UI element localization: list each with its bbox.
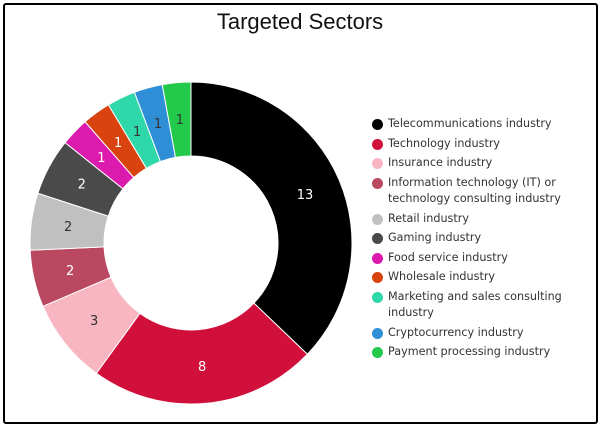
legend-swatch <box>372 347 383 358</box>
legend-item-wholesale-industry[interactable]: Wholesale industry <box>372 269 588 286</box>
legend-label: Information technology (IT) or technolog… <box>388 175 561 206</box>
slice-label-cryptocurrency-industry: 1 <box>154 117 162 132</box>
legend-label: Technology industry <box>388 136 501 150</box>
legend-swatch <box>372 233 383 244</box>
slice-label-insurance-industry: 3 <box>90 314 98 329</box>
slice-technology-industry[interactable] <box>95 302 309 405</box>
legend-item-cryptocurrency-industry[interactable]: Cryptocurrency industry <box>372 325 588 342</box>
legend-swatch <box>372 213 383 225</box>
legend-item-telecommunications-industry[interactable]: Telecommunications industry <box>372 116 588 133</box>
legend-swatch <box>372 291 383 303</box>
legend-item-food-service-industry[interactable]: Food service industry <box>372 250 588 267</box>
slice-label-information-technology-it-or-technology-consulting-industry: 2 <box>66 264 74 279</box>
legend-label: Telecommunications industry <box>388 117 552 130</box>
legend-item-insurance-industry[interactable]: Insurance industry <box>372 155 588 172</box>
legend-label: Food service industry <box>388 250 508 264</box>
legend-item-gaming-industry[interactable]: Gaming industry <box>372 230 588 247</box>
chart-legend: Telecommunications industry Technology in… <box>372 116 588 364</box>
legend-item-marketing-and-sales-consulting-industry[interactable]: Marketing and sales consulting industry <box>372 289 588 322</box>
slice-label-retail-industry: 2 <box>64 220 72 235</box>
legend-label: Wholesale industry <box>388 270 496 283</box>
slice-label-food-service-industry: 1 <box>97 151 105 166</box>
slice-label-marketing-and-sales-consulting-industry: 1 <box>133 125 141 140</box>
slice-label-gaming-industry: 2 <box>78 178 86 193</box>
legend-label: Cryptocurrency industry <box>388 325 524 339</box>
legend-swatch <box>372 119 383 130</box>
legend-swatch <box>372 158 383 169</box>
slice-telecommunications-industry[interactable] <box>190 81 353 355</box>
slice-payment-processing-industry[interactable] <box>161 81 192 158</box>
legend-label: Marketing and sales consulting industry <box>388 289 562 320</box>
legend-item-retail-industry[interactable]: Retail industry <box>372 211 588 228</box>
legend-label: Insurance industry <box>388 156 493 169</box>
legend-item-technology-industry[interactable]: Technology industry <box>372 136 588 153</box>
legend-swatch <box>372 177 383 189</box>
legend-item-payment-processing-industry[interactable]: Payment processing industry <box>372 344 588 361</box>
slice-label-telecommunications-industry: 13 <box>297 188 314 203</box>
slice-label-wholesale-industry: 1 <box>114 136 122 151</box>
legend-swatch <box>372 327 383 339</box>
slice-label-payment-processing-industry: 1 <box>176 113 184 128</box>
slice-label-technology-industry: 8 <box>198 360 206 375</box>
legend-item-information-technology-it-or-technology-consulting-industry[interactable]: Information technology (IT) or technolog… <box>372 175 588 208</box>
legend-label: Retail industry <box>388 211 469 225</box>
legend-label: Payment processing industry <box>388 345 551 358</box>
legend-label: Gaming industry <box>388 231 482 244</box>
legend-swatch <box>372 272 383 283</box>
chart-title: Targeted Sectors <box>216 9 384 34</box>
legend-swatch <box>372 252 383 264</box>
legend-swatch <box>372 138 383 150</box>
